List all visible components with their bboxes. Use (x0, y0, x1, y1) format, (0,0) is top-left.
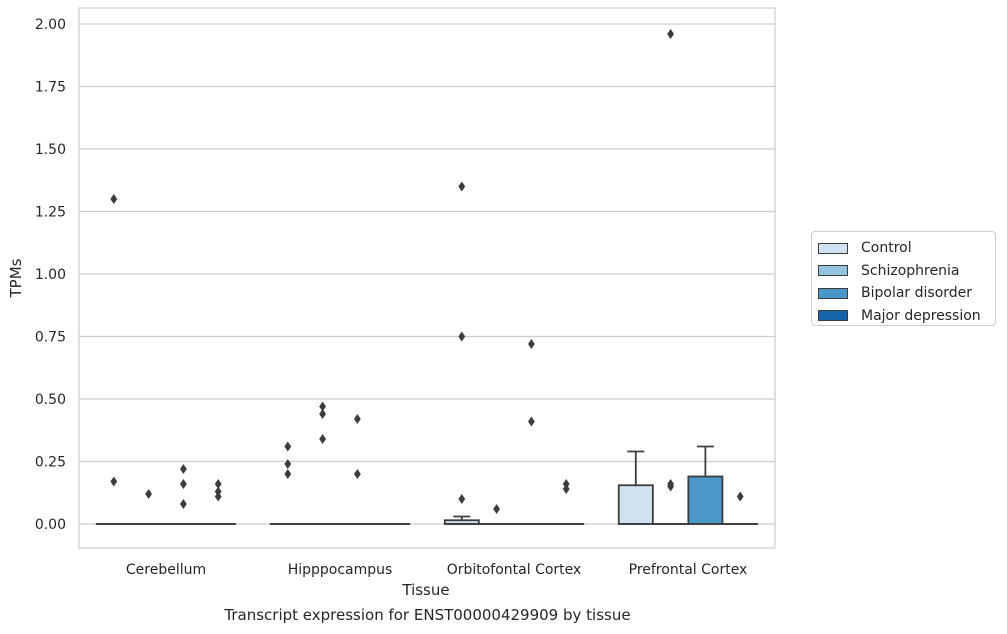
box-bipolar-disorder (687, 445, 724, 525)
outlier-point (319, 409, 326, 419)
box-major-depression (200, 479, 237, 525)
box-schizophrenia (130, 489, 167, 525)
legend-label-schizophrenia: Schizophrenia (861, 262, 960, 279)
box-control (443, 181, 480, 525)
outlier-point (528, 416, 535, 427)
outlier-point (354, 414, 361, 424)
x-tick-label: Prefrontal Cortex (629, 562, 748, 578)
outlier-point (493, 504, 500, 514)
legend-label-control: Control (861, 240, 912, 257)
box-major-depression (548, 479, 585, 525)
legend-swatch-schizophrenia (818, 265, 848, 277)
outlier-point (736, 491, 744, 502)
outlier-point (284, 459, 292, 469)
outlier-point (145, 489, 152, 499)
box-schizophrenia (652, 29, 689, 525)
outlier-point (284, 441, 292, 452)
x-tick-labels: Cerebellum Hipppocampus Orbitofontal Corte… (126, 562, 747, 578)
x-tick-label: Orbitofontal Cortex (447, 562, 582, 578)
legend-label-major-depression: Major depression (861, 307, 981, 324)
outlier-point (180, 499, 187, 509)
y-axis-title: TPMs (7, 258, 25, 298)
legend-label-bipolar-disorder: Bipolar disorder (861, 285, 973, 302)
box-major-depression (722, 491, 759, 525)
y-tick-label: 0.75 (35, 330, 66, 346)
box-schizophrenia (304, 401, 341, 525)
gridlines (79, 23, 775, 525)
outlier-point (180, 479, 187, 489)
legend-item-major-depression: Major depression (818, 305, 995, 328)
legend-swatch-major-depression (818, 310, 848, 322)
y-tick-label: 0.25 (35, 455, 66, 471)
chart-title: Transcript expression for ENST0000042990… (224, 606, 631, 624)
legend-item-schizophrenia: Schizophrenia (818, 260, 995, 283)
outlier-point (458, 494, 466, 504)
legend: Control Schizophrenia Bipolar disorder M… (811, 231, 996, 326)
x-axis-title: Tissue (401, 581, 449, 599)
box-control (269, 441, 306, 525)
legend-swatch-bipolar-disorder (818, 287, 848, 299)
plot-frame (78, 7, 776, 549)
box-body (687, 475, 724, 525)
x-tick-label: Hipppocampus (288, 562, 393, 578)
y-tick-label: 0.50 (35, 392, 66, 408)
outlier-point (110, 194, 118, 204)
outlier-point (667, 479, 674, 489)
outlier-point (214, 479, 222, 489)
box-marks (95, 29, 759, 525)
outlier-point (319, 401, 326, 412)
outlier-point (458, 181, 466, 192)
box-control (617, 450, 654, 525)
legend-item-control: Control (818, 237, 995, 260)
outlier-point (562, 479, 570, 489)
legend-item-bipolar-disorder: Bipolar disorder (818, 282, 995, 305)
box-body (617, 484, 654, 525)
y-tick-label: 1.50 (35, 142, 66, 158)
y-tick-labels: 0.00 0.25 0.50 0.75 1.00 1.25 1.50 1.75 2.00 (35, 17, 66, 533)
outlier-point (110, 476, 118, 487)
y-tick-label: 0.00 (35, 517, 66, 533)
outlier-point (284, 469, 292, 479)
outlier-point (528, 339, 535, 349)
y-tick-label: 2.00 (35, 17, 66, 33)
y-tick-label: 1.25 (35, 205, 66, 221)
outlier-point (319, 434, 326, 444)
box-control (95, 194, 132, 525)
outlier-point (667, 29, 674, 39)
x-tick-label: Cerebellum (126, 562, 206, 578)
box-bipolar-disorder (513, 339, 550, 525)
box-bipolar-disorder (339, 414, 376, 525)
box-bipolar-disorder (165, 464, 202, 525)
y-tick-label: 1.75 (35, 80, 66, 96)
legend-swatch-control (818, 242, 848, 254)
outlier-point (354, 469, 361, 479)
box-schizophrenia (478, 504, 515, 525)
y-tick-label: 1.00 (35, 267, 66, 283)
outlier-point (214, 486, 222, 497)
outlier-point (180, 464, 187, 474)
outlier-point (458, 331, 466, 342)
